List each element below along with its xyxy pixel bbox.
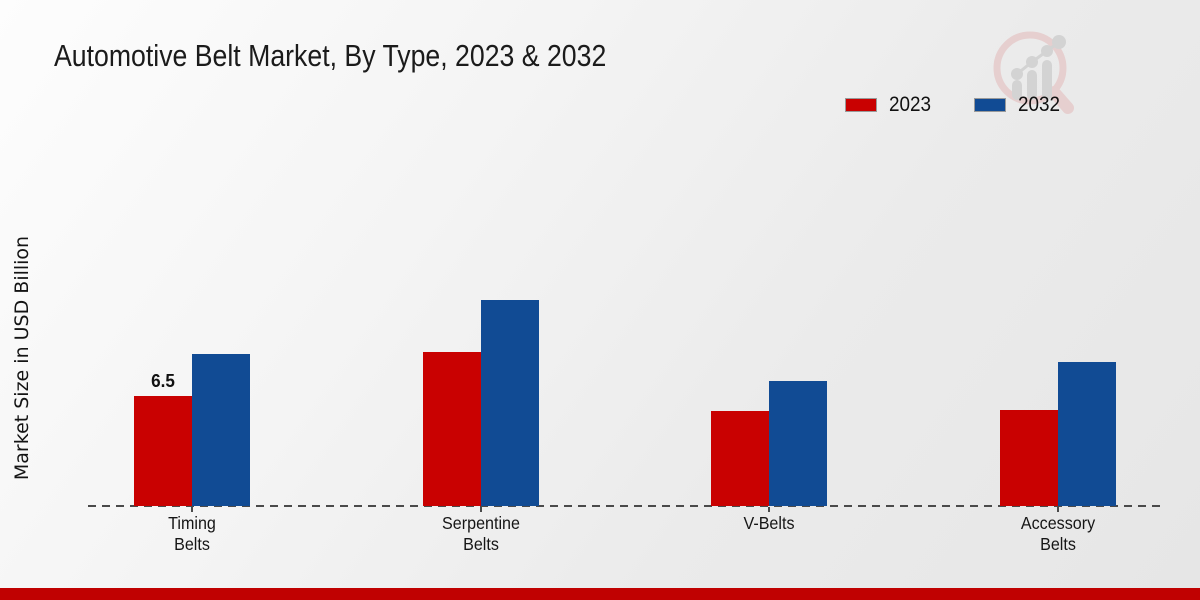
x-axis-tick-v-belts — [768, 507, 770, 512]
x-axis-baseline — [88, 505, 1162, 507]
x-axis-tick-timing-belts — [191, 507, 193, 512]
chart-title: Automotive Belt Market, By Type, 2023 & … — [54, 38, 607, 73]
legend-swatch-2023 — [845, 98, 877, 112]
bottom-accent-band — [0, 588, 1200, 600]
bar-2023-v-belts — [711, 411, 769, 506]
category-label-serpentine-belts: Serpentine Belts — [441, 513, 520, 554]
legend-label-2032: 2032 — [1017, 93, 1060, 116]
legend: 2023 2032 — [845, 93, 1064, 117]
bar-2032-v-belts — [769, 380, 827, 506]
bar-2032-timing-belts — [192, 353, 250, 506]
magnifier-bar-chart-logo-icon — [993, 31, 1074, 114]
legend-item-2023: 2023 — [845, 93, 936, 117]
bar-2032-accessory-belts — [1057, 362, 1116, 506]
bar-2032-serpentine-belts — [480, 299, 539, 506]
bar-2023-accessory-belts — [999, 409, 1058, 506]
x-axis-tick-accessory-belts — [1056, 507, 1059, 512]
bar-2023-serpentine-belts — [422, 352, 481, 506]
bar-value-label-2023-timing-belts: 6.5 — [151, 371, 175, 392]
category-label-v-belts: V-Belts — [743, 513, 795, 533]
x-axis-tick-serpentine-belts — [479, 507, 482, 512]
legend-label-2023: 2023 — [889, 93, 932, 116]
category-label-timing-belts: Timing Belts — [168, 513, 216, 554]
category-label-accessory-belts: Accessory Belts — [1020, 513, 1095, 554]
bar-2023-timing-belts — [134, 396, 192, 506]
legend-swatch-2032 — [973, 98, 1006, 112]
legend-item-2032: 2032 — [973, 93, 1065, 117]
